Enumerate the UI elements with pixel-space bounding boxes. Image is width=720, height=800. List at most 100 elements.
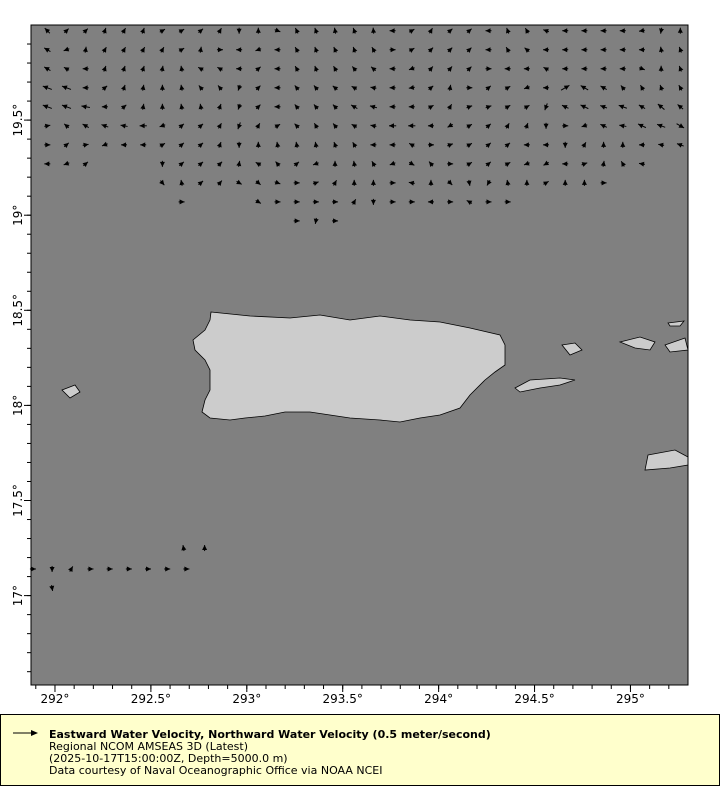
velocity-arrow — [389, 199, 396, 205]
velocity-arrow — [197, 66, 204, 72]
velocity-arrow — [101, 141, 108, 147]
velocity-arrow — [389, 142, 396, 148]
velocity-arrow — [293, 199, 300, 205]
velocity-arrow — [581, 162, 588, 167]
velocity-arrow — [159, 142, 166, 148]
velocity-arrow — [159, 46, 165, 53]
velocity-arrow — [294, 65, 300, 72]
velocity-arrow — [485, 66, 492, 72]
velocity-arrow — [505, 46, 511, 53]
velocity-arrow — [178, 199, 185, 205]
velocity-arrow — [82, 85, 89, 91]
velocity-arrow — [447, 161, 454, 167]
velocity-arrow — [523, 160, 530, 166]
velocity-arrow — [178, 142, 185, 149]
velocity-arrow — [485, 161, 492, 168]
velocity-arrow — [274, 47, 281, 53]
velocity-arrow — [371, 27, 377, 34]
velocity-arrow — [120, 104, 127, 110]
velocity-arrow — [427, 47, 434, 53]
velocity-arrow — [600, 160, 606, 167]
velocity-vectors — [29, 27, 685, 592]
velocity-arrow — [580, 104, 589, 110]
velocity-arrow — [620, 85, 626, 91]
velocity-arrow — [638, 65, 645, 71]
velocity-arrow — [446, 28, 453, 34]
velocity-arrow — [466, 123, 473, 129]
velocity-arrow — [314, 27, 319, 34]
velocity-arrow — [216, 141, 222, 148]
velocity-arrow — [61, 85, 72, 91]
velocity-arrow — [179, 179, 185, 186]
velocity-arrow — [466, 85, 473, 91]
velocity-arrow — [63, 123, 70, 130]
velocity-arrow — [466, 28, 472, 34]
velocity-arrow — [543, 160, 550, 166]
velocity-arrow — [43, 47, 51, 53]
velocity-arrow — [216, 27, 222, 34]
velocity-arrow — [581, 141, 587, 148]
velocity-arrow — [408, 65, 415, 71]
velocity-arrow — [332, 27, 338, 34]
velocity-arrow — [485, 199, 492, 205]
velocity-arrow — [562, 28, 569, 34]
velocity-arrow — [255, 27, 261, 34]
velocity-arrow — [63, 142, 70, 149]
velocity-arrow — [427, 27, 433, 34]
velocity-arrow — [255, 85, 261, 91]
velocity-arrow — [600, 104, 608, 110]
velocity-arrow — [159, 84, 165, 91]
velocity-arrow — [81, 104, 91, 110]
velocity-arrow — [351, 199, 357, 205]
puerto-rico — [192, 311, 506, 423]
velocity-arrow — [428, 161, 435, 167]
legend: Eastward Water Velocity, Northward Water… — [0, 714, 720, 786]
velocity-arrow — [352, 141, 358, 148]
velocity-arrow — [600, 47, 607, 53]
velocity-arrow — [68, 566, 74, 572]
velocity-arrow — [216, 103, 222, 110]
velocity-arrow — [657, 103, 665, 110]
velocity-arrow — [427, 123, 434, 129]
velocity-arrow — [619, 123, 627, 129]
velocity-arrow — [560, 84, 570, 91]
velocity-arrow — [333, 141, 339, 148]
velocity-arrow — [178, 123, 185, 130]
velocity-arrow — [145, 566, 152, 572]
velocity-arrow — [274, 104, 281, 110]
velocity-arrow — [446, 103, 453, 110]
velocity-arrow — [370, 123, 377, 129]
velocity-arrow — [120, 123, 128, 129]
velocity-arrow — [159, 28, 166, 34]
velocity-arrow — [63, 28, 69, 34]
velocity-arrow — [351, 179, 357, 186]
velocity-arrow — [427, 85, 434, 91]
velocity-arrow — [332, 123, 339, 129]
lon-tick-label: 292.5° — [131, 692, 171, 706]
velocity-arrow — [255, 104, 261, 110]
velocity-arrow — [408, 142, 415, 148]
velocity-arrow — [216, 47, 223, 53]
velocity-arrow — [237, 84, 243, 91]
velocity-arrow — [427, 142, 434, 148]
lat-tick-label: 18° — [11, 395, 25, 416]
velocity-arrow — [504, 161, 511, 168]
velocity-arrow — [351, 123, 358, 129]
velocity-arrow — [352, 46, 358, 53]
velocity-arrow — [140, 46, 146, 53]
velocity-arrow — [427, 104, 434, 110]
velocity-arrow — [179, 84, 185, 91]
velocity-arrow — [389, 160, 396, 166]
velocity-arrow — [562, 179, 568, 186]
velocity-arrow — [371, 46, 377, 53]
velocity-arrow — [255, 122, 261, 129]
velocity-arrow — [255, 46, 262, 52]
velocity-arrow — [581, 122, 588, 128]
velocity-arrow — [159, 179, 165, 186]
velocity-arrow — [466, 47, 472, 53]
velocity-arrow — [140, 142, 147, 148]
velocity-arrow — [236, 27, 242, 34]
velocity-arrow — [427, 66, 434, 72]
velocity-arrow — [638, 142, 645, 148]
velocity-arrow — [485, 105, 492, 110]
